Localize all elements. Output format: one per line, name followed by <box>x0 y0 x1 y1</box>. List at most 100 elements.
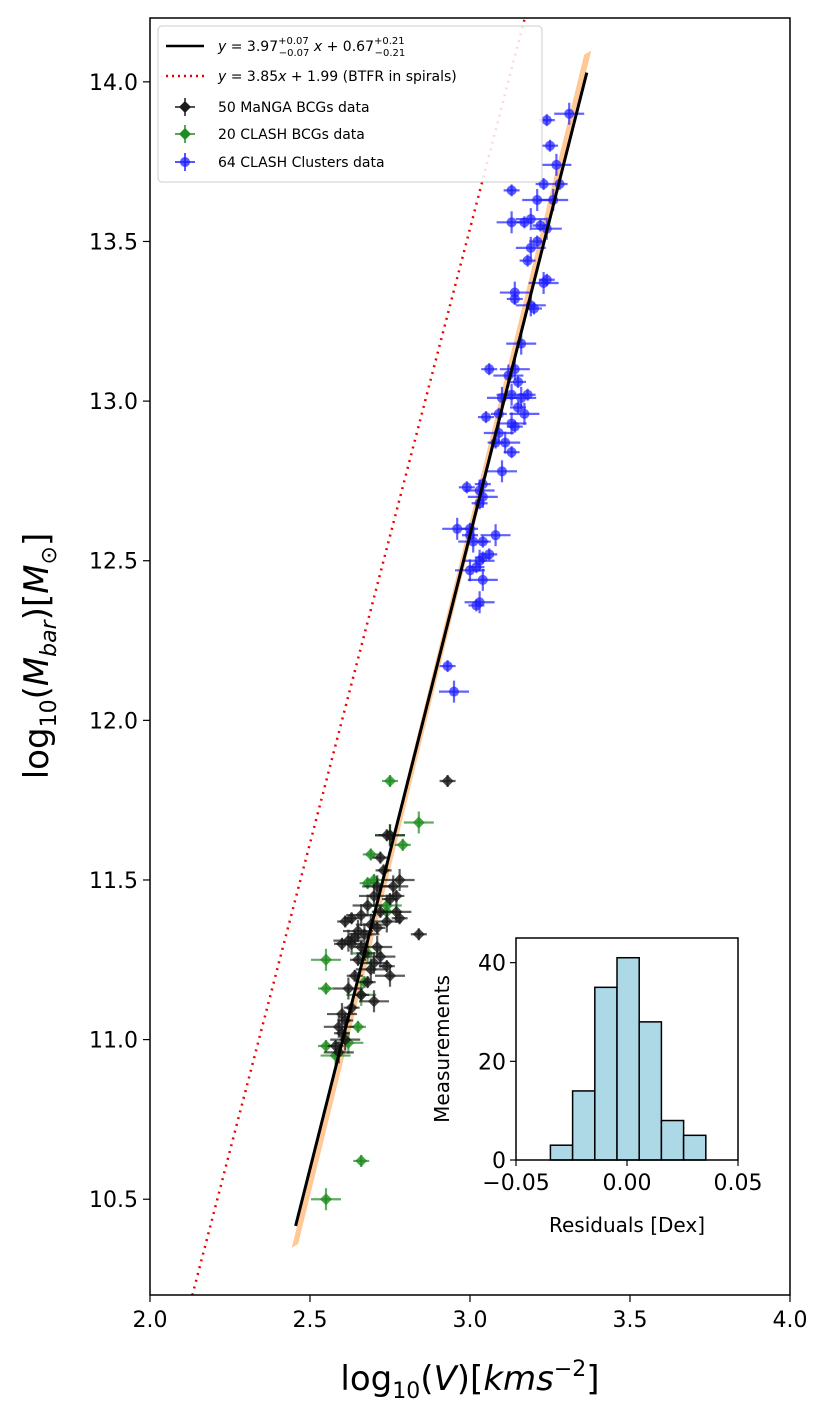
manga-bcg-point <box>361 976 374 989</box>
manga-bcg-point <box>374 905 387 918</box>
btfr-line-layer <box>191 18 527 1295</box>
main-plot-frame <box>149 17 791 1296</box>
clash-bcg-point <box>355 1154 368 1167</box>
legend-entry-manga: 50 MaNGA BCGs data <box>175 98 370 116</box>
histogram-bar <box>571 1090 596 1161</box>
clash-clusters-point <box>529 303 539 314</box>
clash-clusters-point <box>484 364 495 375</box>
manga-bcg-point <box>364 963 377 976</box>
legend-entry-fit: y = 3.97+0.07 −0.07 x + 0.67+0.21 −0.21 <box>166 36 405 59</box>
histogram-bar <box>638 1021 663 1161</box>
series-clash-bcg <box>311 775 434 1211</box>
clash-clusters-point <box>522 255 533 266</box>
manga-bcg-point <box>371 921 384 934</box>
legend: y = 3.97+0.07 −0.07 x + 0.67+0.21 −0.21 y … <box>157 25 543 183</box>
legend-clash-bcg-swatch <box>179 128 191 140</box>
legend-clash-bcg-label: 20 CLASH BCGs data <box>218 127 365 143</box>
inset-y-tick-label: 0 <box>492 1149 506 1174</box>
clash-clusters-point <box>481 412 491 423</box>
manga-bcg-point <box>368 995 380 1008</box>
clash-bcg-point <box>384 775 396 788</box>
manga-bcg-point <box>355 909 368 922</box>
legend-manga-swatch <box>179 101 191 113</box>
inset-x-tick-label: 0.00 <box>603 1171 652 1196</box>
x-tick-label: 3.5 <box>613 1308 648 1333</box>
y-tick-label: 14.0 <box>89 71 138 96</box>
manga-bcg-point <box>355 988 368 1001</box>
clash-clusters-point <box>545 140 555 151</box>
histogram-bar <box>616 956 640 1161</box>
inset-axis-ticks: −0.05 0.00 0.05 0 20 40 <box>478 952 762 1196</box>
clash-clusters-point <box>541 115 552 126</box>
data-points-layer <box>311 102 585 1211</box>
legend-btfr-label: y = 3.85x + 1.99 (BTFR in spirals) <box>217 69 457 85</box>
y-tick-label: 13.0 <box>89 390 138 415</box>
clash-clusters-point <box>452 523 463 534</box>
clash-clusters-point <box>509 293 520 304</box>
x-tick-label: 4.0 <box>773 1308 808 1333</box>
clash-clusters-point <box>497 466 507 477</box>
fit-line <box>294 72 589 1227</box>
manga-bcg-point <box>374 950 387 963</box>
clash-clusters-point <box>538 179 549 190</box>
y-tick-label: 11.5 <box>89 869 138 894</box>
manga-bcg-point <box>342 982 355 995</box>
histogram-bar <box>660 1119 685 1161</box>
legend-entry-clash-bcg: 20 CLASH BCGs data <box>175 125 365 143</box>
manga-bcg-point <box>361 899 374 912</box>
inset-x-tick-label: 0.05 <box>714 1171 763 1196</box>
inset-y-tick-label: 20 <box>478 1050 506 1075</box>
clash-clusters-point <box>477 574 488 585</box>
y-axis-label: log10(Mbar)[M⊙] <box>17 533 62 780</box>
y-tick-label: 12.5 <box>89 550 138 575</box>
manga-bcg-point <box>387 880 400 893</box>
manga-bcg-point <box>380 829 393 842</box>
series-clash-clusters <box>439 102 585 703</box>
legend-fit-label: y = 3.97+0.07 −0.07 x + 0.67+0.21 −0.21 <box>217 36 405 59</box>
histogram-bar <box>549 1144 574 1161</box>
clash-clusters-point <box>564 108 575 119</box>
btfr-line <box>191 18 527 1295</box>
clash-clusters-point <box>551 159 562 170</box>
legend-manga-label: 50 MaNGA BCGs data <box>218 100 370 116</box>
histogram-bar <box>594 986 618 1161</box>
clash-clusters-point <box>500 437 511 448</box>
inset-y-axis-label: Measurements <box>430 975 454 1123</box>
legend-entry-btfr: y = 3.85x + 1.99 (BTFR in spirals) <box>166 69 457 85</box>
y-tick-label: 10.5 <box>89 1188 138 1213</box>
manga-bcg-point <box>384 969 396 982</box>
manga-bcg-point <box>393 873 406 886</box>
clash-bcg-point <box>320 1193 332 1206</box>
x-tick-label: 2.0 <box>133 1308 168 1333</box>
histogram-bar <box>682 1134 707 1161</box>
clash-bcg-point <box>412 816 425 829</box>
clash-bcg-point <box>352 1020 364 1033</box>
fit-line-layer <box>294 72 589 1227</box>
clash-clusters-point <box>461 482 472 493</box>
main-plot: 2.0 2.5 3.0 3.5 4.0 10.5 11.0 11.5 12.0 12.5 13.0 1… <box>17 17 808 1404</box>
legend-clash-clusters-label: 64 CLASH Clusters data <box>218 155 385 171</box>
x-axis-label: log10(V)[kms−2] <box>340 1357 599 1404</box>
manga-bcg-point <box>412 928 425 941</box>
clash-bcg-point <box>320 1039 332 1052</box>
clash-clusters-point <box>541 274 552 285</box>
clash-clusters-point <box>506 185 517 196</box>
series-manga-bcg <box>323 775 456 1064</box>
clash-clusters-point <box>519 408 530 419</box>
inset-x-tick-label: −0.05 <box>482 1171 549 1196</box>
clash-clusters-point <box>471 562 482 573</box>
clash-bcg-point <box>320 953 332 966</box>
residuals-histogram-inset: −0.05 0.00 0.05 0 20 40 Residuals [Dex] Measu… <box>430 937 762 1237</box>
inset-y-tick-label: 40 <box>478 952 506 977</box>
legend-entry-clash-clusters: 64 CLASH Clusters data <box>175 153 385 171</box>
clash-clusters-point <box>449 686 459 697</box>
legend-box <box>157 25 543 183</box>
clash-clusters-point <box>474 597 485 608</box>
inset-x-axis-label: Residuals [Dex] <box>549 1213 705 1237</box>
clash-clusters-point <box>532 194 543 205</box>
clash-clusters-point <box>490 530 501 541</box>
clash-clusters-point <box>532 236 543 247</box>
manga-bcg-point <box>339 915 352 928</box>
legend-clash-clusters-swatch <box>180 157 190 167</box>
